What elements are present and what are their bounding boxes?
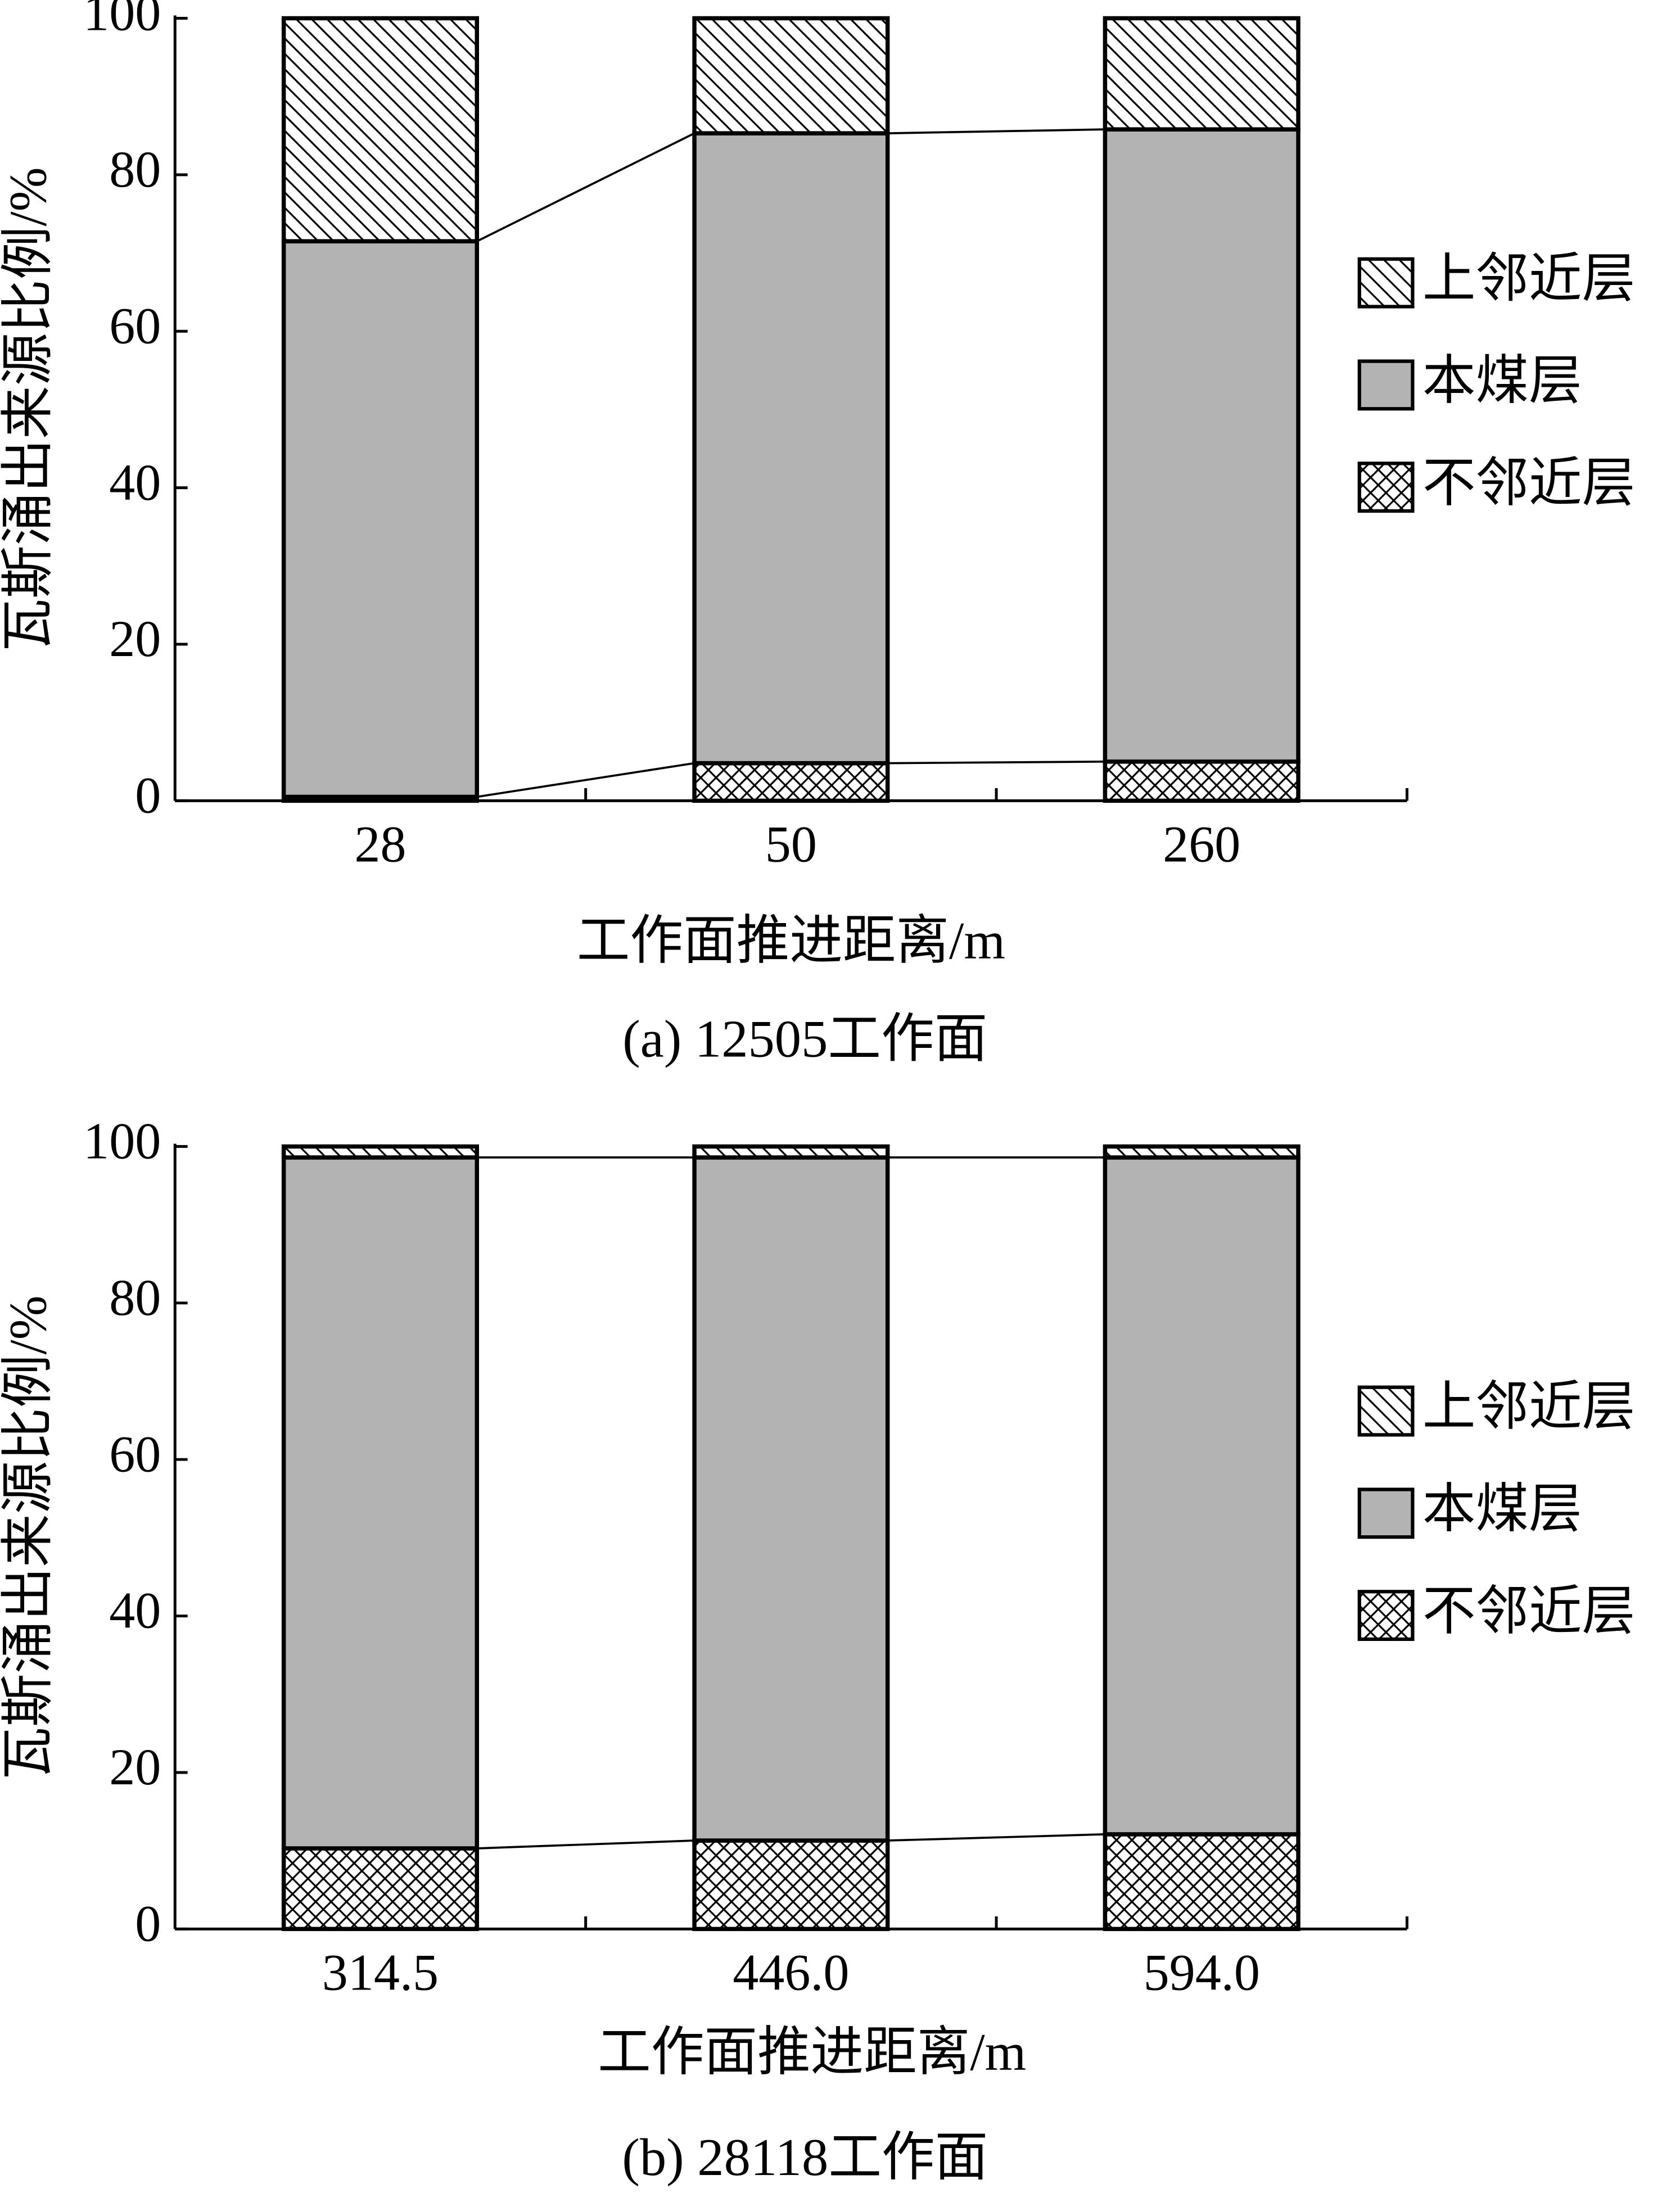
legend-swatch bbox=[1357, 257, 1415, 309]
x-tick-label: 50 bbox=[765, 816, 817, 873]
legend-label: 本煤层 bbox=[1422, 1480, 1582, 1539]
caption: (b) 28118工作面 bbox=[622, 2128, 988, 2187]
y-axis-title: 瓦斯涌出来源比例/% bbox=[0, 167, 57, 652]
x-tick-label: 314.5 bbox=[322, 1944, 439, 2001]
y-tick-label: 40 bbox=[109, 1582, 161, 1639]
bar-segment bbox=[692, 1838, 890, 1932]
x-axis-title: 工作面推进距离/m bbox=[577, 912, 1005, 970]
bar-segment bbox=[1103, 1144, 1300, 1160]
bar-segment bbox=[692, 131, 890, 766]
connector-line bbox=[477, 1839, 695, 1850]
y-tick-label: 20 bbox=[109, 610, 161, 667]
bar-segment bbox=[1103, 759, 1300, 803]
legend-swatch bbox=[1357, 1590, 1415, 1642]
y-tick-label: 100 bbox=[83, 1113, 161, 1170]
bar-segment bbox=[1103, 1832, 1300, 1932]
legend-label: 上邻近层 bbox=[1422, 250, 1635, 308]
bar-segment bbox=[281, 1144, 479, 1160]
y-axis-title: 瓦斯涌出来源比例/% bbox=[0, 1295, 57, 1780]
y-tick-label: 0 bbox=[135, 767, 161, 824]
bar-segment bbox=[281, 239, 479, 799]
bar-segment bbox=[1103, 127, 1300, 764]
bar-segment bbox=[692, 16, 890, 135]
bar-segment bbox=[692, 1144, 890, 1160]
legend-swatch bbox=[1357, 1487, 1415, 1539]
legend-swatch bbox=[1357, 1385, 1415, 1437]
x-tick-label: 446.0 bbox=[733, 1944, 849, 2001]
bar-segment bbox=[692, 761, 890, 803]
y-tick-label: 0 bbox=[135, 1894, 161, 1952]
x-axis-title: 工作面推进距离/m bbox=[598, 2023, 1026, 2082]
y-tick-label: 100 bbox=[83, 0, 161, 42]
bar-segment bbox=[281, 16, 479, 243]
bar-segment bbox=[281, 1155, 479, 1851]
legend-label: 不邻近层 bbox=[1422, 454, 1635, 513]
y-tick-label: 40 bbox=[109, 454, 161, 511]
y-tick-label: 60 bbox=[109, 1425, 161, 1482]
legend-swatch bbox=[1357, 462, 1415, 513]
legend-label: 本煤层 bbox=[1422, 352, 1582, 410]
y-tick-label: 80 bbox=[109, 1269, 161, 1326]
bar-segment bbox=[1103, 1155, 1300, 1837]
x-tick-label: 260 bbox=[1163, 816, 1240, 873]
connector-line bbox=[887, 128, 1105, 134]
legend-label: 不邻近层 bbox=[1422, 1582, 1635, 1641]
y-tick-label: 20 bbox=[109, 1738, 161, 1796]
legend-label: 上邻近层 bbox=[1422, 1378, 1635, 1436]
connector-line bbox=[476, 762, 695, 798]
bar-segment bbox=[281, 1846, 479, 1932]
connector-line bbox=[476, 132, 695, 242]
bar-segment bbox=[692, 1155, 890, 1843]
connector-line bbox=[887, 760, 1105, 765]
x-tick-label: 594.0 bbox=[1144, 1944, 1260, 2001]
y-tick-label: 60 bbox=[109, 297, 161, 354]
legend-swatch bbox=[1357, 359, 1415, 411]
y-tick-label: 80 bbox=[109, 141, 161, 198]
connector-line bbox=[887, 1833, 1105, 1842]
bar-segment bbox=[1103, 16, 1300, 132]
caption: (a) 12505工作面 bbox=[622, 1010, 987, 1068]
x-tick-label: 28 bbox=[354, 816, 406, 873]
